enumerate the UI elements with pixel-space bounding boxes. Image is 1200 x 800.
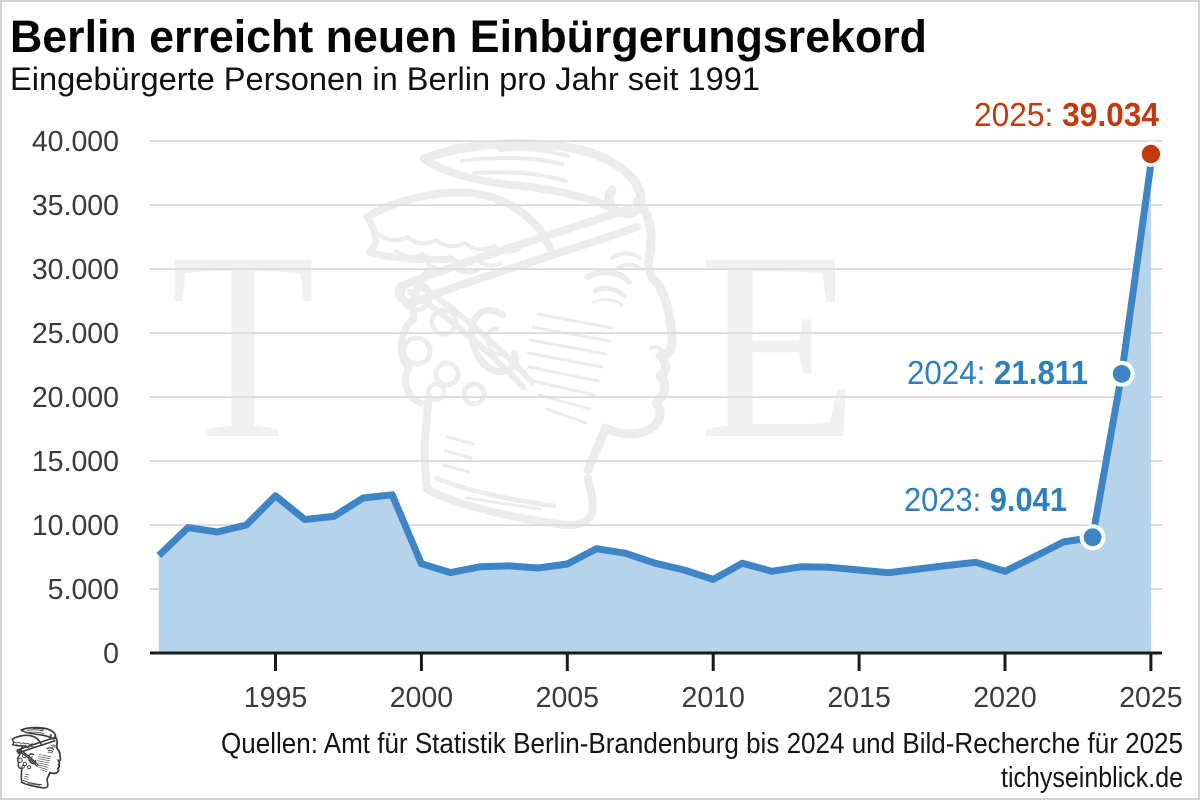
svg-text:2025: 2025 xyxy=(1119,682,1182,714)
svg-text:35.000: 35.000 xyxy=(32,190,119,222)
svg-text:20.000: 20.000 xyxy=(32,382,119,414)
svg-text:E: E xyxy=(698,197,859,495)
svg-text:2005: 2005 xyxy=(536,682,599,714)
svg-text:30.000: 30.000 xyxy=(32,254,119,286)
svg-text:40.000: 40.000 xyxy=(32,126,119,158)
svg-text:T: T xyxy=(170,196,315,494)
svg-text:Eingebürgerte Personen in Berl: Eingebürgerte Personen in Berlin pro Jah… xyxy=(10,61,760,97)
svg-text:2015: 2015 xyxy=(827,682,890,714)
svg-text:1995: 1995 xyxy=(244,682,307,714)
svg-text:tichyseinblick.de: tichyseinblick.de xyxy=(1001,762,1183,794)
svg-text:5.000: 5.000 xyxy=(48,574,119,606)
svg-text:10.000: 10.000 xyxy=(32,510,119,542)
svg-text:2000: 2000 xyxy=(390,682,453,714)
svg-text:25.000: 25.000 xyxy=(32,318,119,350)
svg-text:Quellen: Amt für Statistik Ber: Quellen: Amt für Statistik Berlin-Brande… xyxy=(221,728,1183,760)
svg-text:Berlin erreicht neuen Einbürge: Berlin erreicht neuen Einbürgerungsrekor… xyxy=(10,11,927,62)
svg-text:2024: 21.811: 2024: 21.811 xyxy=(907,354,1088,391)
svg-text:2010: 2010 xyxy=(681,682,744,714)
svg-text:2020: 2020 xyxy=(973,682,1036,714)
svg-text:2023: 9.041: 2023: 9.041 xyxy=(904,481,1067,518)
svg-text:15.000: 15.000 xyxy=(32,446,119,478)
svg-text:2025: 39.034: 2025: 39.034 xyxy=(974,96,1160,133)
svg-text:0: 0 xyxy=(103,638,119,670)
